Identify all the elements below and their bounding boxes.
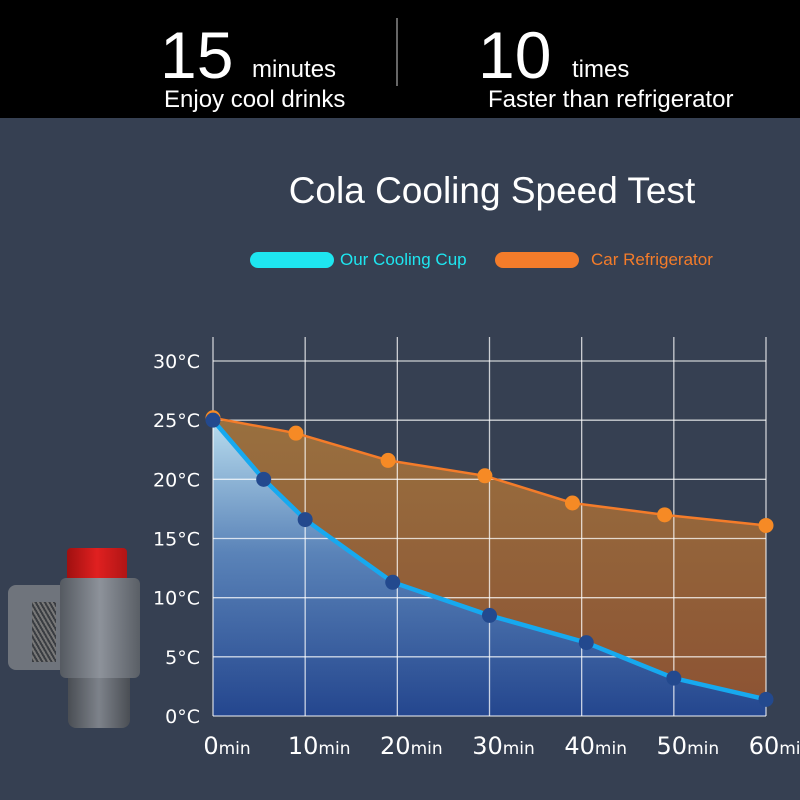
y-tick-label: 30°C bbox=[153, 351, 200, 373]
y-tick-label: 20°C bbox=[153, 469, 200, 491]
legend-item-our-cup: Our Cooling Cup bbox=[250, 250, 467, 270]
header-bar: 15 minutes Enjoy cool drinks 10 times Fa… bbox=[0, 0, 800, 118]
y-tick-label: 15°C bbox=[153, 529, 200, 551]
our-cup-point bbox=[482, 607, 497, 623]
stat-times-unit: times bbox=[572, 56, 630, 83]
our-cup-point bbox=[578, 635, 594, 651]
stat-times-value: 10 bbox=[478, 18, 552, 92]
legend-swatch-car-fridge bbox=[495, 252, 579, 268]
car-fridge-point bbox=[564, 495, 580, 511]
our-cup-point bbox=[205, 412, 221, 428]
y-tick-label: 5°C bbox=[165, 647, 200, 669]
chart-title: Cola Cooling Speed Test bbox=[288, 170, 696, 211]
our-cup-point bbox=[256, 471, 272, 487]
legend-swatch-our-cup bbox=[250, 252, 334, 268]
x-tick-label: 40min bbox=[564, 732, 627, 760]
stat-minutes-caption: Enjoy cool drinks bbox=[164, 86, 346, 113]
legend-label-car-fridge: Car Refrigerator bbox=[591, 250, 713, 269]
legend-label-our-cup: Our Cooling Cup bbox=[340, 250, 467, 269]
x-tick-label: 30min bbox=[472, 732, 535, 760]
y-tick-label: 0°C bbox=[165, 706, 200, 728]
x-tick-label: 0min bbox=[203, 732, 250, 760]
our-cup-point bbox=[385, 574, 401, 590]
car-fridge-point bbox=[380, 452, 396, 468]
y-tick-label: 10°C bbox=[153, 588, 200, 610]
our-cup-area bbox=[213, 420, 766, 716]
stat-minutes-unit: minutes bbox=[252, 56, 337, 83]
our-cup-point bbox=[297, 512, 313, 528]
y-tick-label: 25°C bbox=[153, 410, 200, 432]
our-cup-point bbox=[758, 691, 774, 707]
stat-times-caption: Faster than refrigerator bbox=[488, 86, 734, 113]
legend-item-car-fridge: Car Refrigerator bbox=[495, 250, 713, 270]
x-tick-label: 60min bbox=[749, 732, 800, 760]
x-tick-label: 10min bbox=[288, 732, 351, 760]
our-cup-point bbox=[666, 670, 682, 686]
car-fridge-point bbox=[288, 425, 304, 441]
x-tick-label: 20min bbox=[380, 732, 443, 760]
our-cup-line bbox=[211, 418, 767, 702]
header-divider bbox=[396, 18, 398, 86]
x-tick-label: 50min bbox=[657, 732, 720, 760]
car-fridge-point bbox=[758, 517, 774, 533]
car-fridge-point bbox=[657, 507, 673, 523]
stat-minutes-value: 15 bbox=[160, 18, 234, 92]
car-fridge-point bbox=[477, 468, 493, 484]
